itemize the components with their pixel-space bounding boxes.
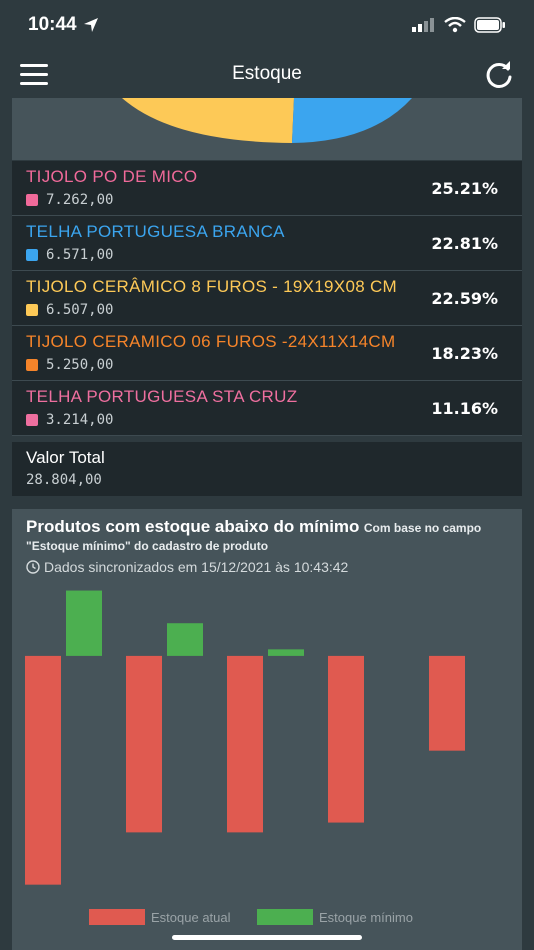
legend-list: TIJOLO PO DE MICO 7.262,00 25.21% TELHA … (12, 161, 522, 436)
legend-item[interactable]: TIJOLO PO DE MICO 7.262,00 25.21% (12, 161, 522, 216)
total-value: 28.804,00 (26, 472, 102, 488)
legend-item-value: 3.214,00 (46, 412, 114, 428)
legend-item-name: TIJOLO CERAMICO 06 FUROS -24X11X14CM (26, 332, 396, 351)
location-arrow-icon (83, 18, 98, 32)
bar-minimum-0[interactable] (66, 590, 102, 656)
legend-item-percent: 22.59% (431, 289, 498, 308)
legend-item-name: TELHA PORTUGUESA BRANCA (26, 222, 285, 241)
legend-item[interactable]: TIJOLO CERAMICO 06 FUROS -24X11X14CM 5.2… (12, 326, 522, 381)
total-card: Valor Total 28.804,00 (12, 442, 522, 496)
legend-item-value: 7.262,00 (46, 192, 114, 208)
low-stock-chart-card: Produtos com estoque abaixo do mínimo Co… (12, 509, 522, 950)
clock-icon (26, 560, 40, 574)
legend-item-percent: 25.21% (431, 179, 498, 198)
sync-info: Dados sincronizados em 15/12/2021 às 10:… (26, 559, 508, 575)
status-icons (412, 17, 506, 33)
signal-icon (412, 18, 434, 32)
legend-label-0[interactable]: Estoque atual (151, 910, 231, 925)
bar-minimum-2[interactable] (268, 649, 304, 656)
pie-slice-blue[interactable] (292, 98, 412, 143)
legend-swatch (26, 414, 38, 426)
legend-item-value: 5.250,00 (46, 357, 114, 373)
status-time: 10:44 (28, 14, 99, 36)
menu-button[interactable] (20, 64, 48, 86)
clock-text: 10:44 (28, 14, 77, 35)
legend-swatch (26, 304, 38, 316)
legend-item-percent: 22.81% (431, 234, 498, 253)
legend-item[interactable]: TIJOLO CERÂMICO 8 FUROS - 19X19X08 CM 6.… (12, 271, 522, 326)
legend-item[interactable]: TELHA PORTUGUESA STA CRUZ 3.214,00 11.16… (12, 381, 522, 436)
legend-label-1[interactable]: Estoque mínimo (319, 910, 413, 925)
legend-swatch (26, 194, 38, 206)
legend-item-value: 6.507,00 (46, 302, 114, 318)
legend-item-value: 6.571,00 (46, 247, 114, 263)
hamburger-icon (20, 64, 48, 67)
sync-text: Dados sincronizados em 15/12/2021 às 10:… (44, 559, 349, 575)
chart-subtitle: Com base no campo "Estoque mínimo" do ca… (26, 521, 482, 553)
pie-chart-card (12, 98, 522, 160)
legend-swatch (26, 249, 38, 261)
legend-swatch-1[interactable] (257, 909, 313, 925)
legend-swatch (26, 359, 38, 371)
status-bar: 10:44 (0, 0, 534, 50)
bar-current-2[interactable] (227, 655, 263, 833)
home-indicator (172, 935, 362, 940)
legend-item-percent: 18.23% (431, 344, 498, 363)
bar-minimum-1[interactable] (167, 623, 203, 656)
chart-title: Produtos com estoque abaixo do mínimo (26, 517, 360, 536)
bar-current-0[interactable] (25, 655, 61, 885)
bar-current-4[interactable] (429, 655, 465, 751)
hamburger-icon-line (20, 82, 48, 85)
bar-current-3[interactable] (328, 655, 364, 823)
bar-current-1[interactable] (126, 655, 162, 833)
legend-item[interactable]: TELHA PORTUGUESA BRANCA 6.571,00 22.81% (12, 216, 522, 271)
legend-item-name: TIJOLO CERÂMICO 8 FUROS - 19X19X08 CM (26, 277, 398, 296)
wifi-icon (444, 17, 466, 33)
refresh-icon[interactable] (484, 60, 514, 90)
pie-slice-yellow[interactable] (122, 98, 294, 143)
legend-item-name: TELHA PORTUGUESA STA CRUZ (26, 387, 298, 406)
page-title: Estoque (232, 63, 302, 84)
bar-chart: Estoque atual Estoque mínimo (25, 590, 465, 925)
hamburger-icon-line (20, 73, 48, 76)
app-header: Estoque (0, 50, 534, 98)
total-label: Valor Total (26, 448, 105, 467)
legend-item-percent: 11.16% (431, 399, 498, 418)
legend-item-name: TIJOLO PO DE MICO (26, 167, 198, 186)
battery-icon (474, 17, 505, 33)
legend-swatch-0[interactable] (89, 909, 145, 925)
pie-chart (122, 98, 412, 143)
